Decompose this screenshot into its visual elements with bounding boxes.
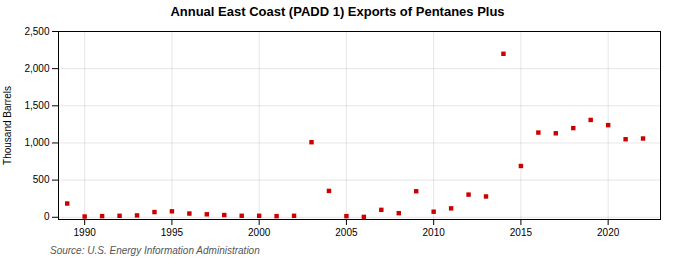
svg-text:2000: 2000 (248, 227, 271, 238)
svg-text:1,500: 1,500 (24, 100, 49, 111)
svg-text:500: 500 (33, 174, 50, 185)
html-text:Annual East Coast (PADD 1) Exp: Annual East Coast (PADD 1) Exports of Pe… (170, 4, 505, 19)
svg-text:1990: 1990 (74, 227, 97, 238)
svg-text:1,000: 1,000 (24, 137, 49, 148)
svg-text:2005: 2005 (335, 227, 358, 238)
svg-text:2015: 2015 (510, 227, 533, 238)
svg-text:Thousand Barrels: Thousand Barrels (2, 86, 13, 165)
svg-text:2,000: 2,000 (24, 63, 49, 74)
svg-text:2010: 2010 (423, 227, 446, 238)
svg-text:2,500: 2,500 (24, 26, 49, 37)
svg-text:1995: 1995 (161, 227, 184, 238)
html-text:Source: U.S. Energy Informatio: Source: U.S. Energy Information Administ… (50, 245, 260, 256)
svg-text:2020: 2020 (597, 227, 620, 238)
svg-text:0: 0 (44, 211, 50, 222)
